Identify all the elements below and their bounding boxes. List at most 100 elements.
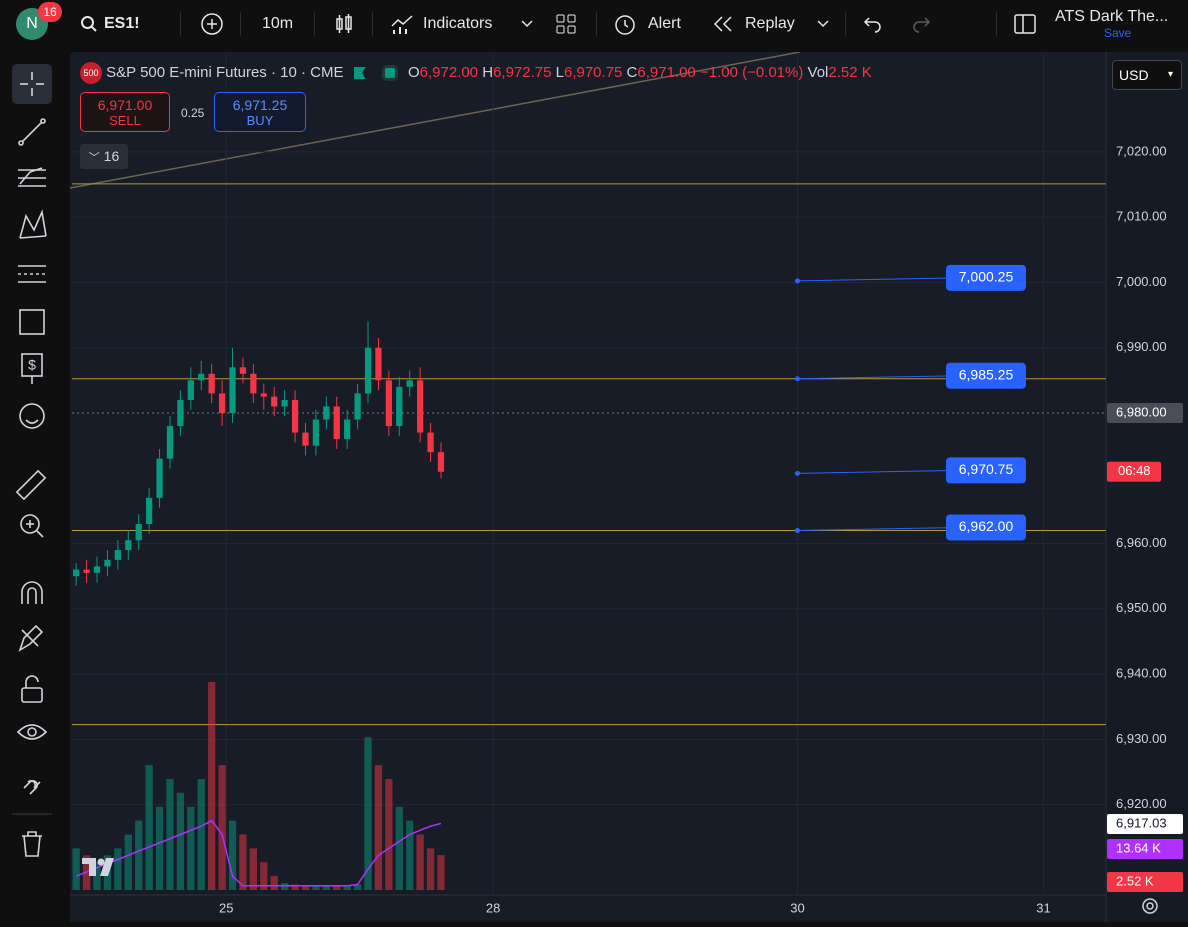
trend-line-drawing bbox=[70, 52, 801, 189]
volume-ma-label: 13.64 K bbox=[1116, 840, 1161, 855]
candle-body bbox=[114, 550, 121, 560]
symbol[interactable]: ES1! bbox=[104, 15, 140, 32]
interval[interactable]: 10m bbox=[262, 15, 294, 32]
candle-body bbox=[177, 399, 184, 427]
indicators-toggle[interactable]: ﹀ 16 bbox=[80, 144, 128, 169]
open-label: O bbox=[408, 63, 420, 81]
save-button[interactable]: Save bbox=[1104, 26, 1132, 40]
volume-value: 2.52 K bbox=[828, 63, 872, 81]
volume-bar bbox=[166, 779, 174, 890]
chart-type[interactable] bbox=[332, 12, 356, 36]
redo[interactable] bbox=[910, 14, 932, 34]
target-line bbox=[797, 469, 961, 474]
candle-body bbox=[146, 497, 153, 524]
legend: 500 S&P 500 E-mini Futures · 10 · CME O6… bbox=[80, 62, 872, 84]
volume-label-bg bbox=[1107, 872, 1183, 892]
candle-body bbox=[323, 406, 330, 420]
magnet-tool[interactable] bbox=[21, 581, 43, 604]
badge: 16 bbox=[38, 2, 62, 22]
spread: 0.25 bbox=[181, 106, 205, 120]
indicators-count: 16 bbox=[103, 148, 120, 164]
flag bbox=[353, 67, 366, 79]
candle-body bbox=[406, 380, 413, 387]
trend-line-tool[interactable] bbox=[18, 118, 46, 146]
countdown-bg bbox=[1107, 461, 1161, 482]
candle-body bbox=[208, 373, 215, 394]
pattern-tool[interactable] bbox=[19, 209, 47, 239]
add-symbol[interactable] bbox=[200, 12, 224, 36]
lock-tool[interactable] bbox=[21, 675, 43, 703]
volume-bar bbox=[187, 806, 195, 890]
candle-body bbox=[437, 452, 445, 472]
target-box bbox=[946, 264, 1026, 291]
marker-label: 6,917.03 bbox=[1116, 815, 1167, 830]
replay-icon[interactable] bbox=[712, 14, 734, 34]
lock-drawing-tool[interactable] bbox=[18, 624, 44, 652]
open-value: 6,972.00 bbox=[419, 63, 479, 81]
volume-bar bbox=[353, 884, 362, 890]
search-icon[interactable] bbox=[80, 15, 98, 33]
volume-bar bbox=[364, 737, 372, 890]
shape-tool[interactable] bbox=[19, 309, 45, 335]
undo[interactable] bbox=[862, 14, 884, 34]
visibility-tool[interactable] bbox=[16, 724, 48, 740]
grid bbox=[72, 54, 1106, 895]
chart-panel: 6,920.00 6,930.00 6,940.00 6,950.00 6,960.00… bbox=[70, 52, 1188, 922]
sell-button[interactable]: 6,971.00 SELL bbox=[80, 92, 170, 132]
candle-body bbox=[281, 399, 288, 407]
settings-icon[interactable] bbox=[1140, 896, 1160, 916]
buy-button[interactable]: 6,971.25 BUY bbox=[214, 92, 306, 132]
volume-bar bbox=[312, 885, 320, 890]
candle-body bbox=[271, 396, 278, 407]
candle-body bbox=[417, 380, 424, 433]
alert-button[interactable]: Alert bbox=[648, 15, 681, 32]
dropdown-arrow[interactable] bbox=[816, 18, 830, 30]
plot-background bbox=[70, 52, 1106, 922]
y-tick-label: 6,930.00 bbox=[1116, 731, 1167, 746]
crosshair-label: 6,980.00 bbox=[1116, 404, 1167, 419]
zoom-tool[interactable] bbox=[20, 514, 44, 538]
currency-select[interactable]: USD ▾ bbox=[1112, 60, 1182, 90]
measure-price-tool[interactable]: $ bbox=[21, 353, 43, 384]
dropdown-arrow[interactable] bbox=[520, 18, 534, 30]
volume-bar bbox=[218, 765, 226, 890]
layouts-icon[interactable] bbox=[554, 12, 578, 36]
volume-bar bbox=[260, 862, 268, 890]
target-anchor bbox=[794, 376, 800, 382]
target-box bbox=[946, 514, 1026, 541]
candle-body bbox=[239, 367, 247, 374]
y-tick-label: 6,960.00 bbox=[1116, 535, 1167, 550]
sell-price: 6,971.00 bbox=[97, 97, 153, 113]
replay-button[interactable]: Replay bbox=[745, 15, 795, 32]
candle-body bbox=[166, 426, 174, 459]
alert-icon[interactable] bbox=[612, 11, 638, 37]
volume-ma-line bbox=[75, 819, 442, 887]
volume-bar bbox=[385, 779, 393, 890]
layout-toggle[interactable] bbox=[1013, 12, 1037, 36]
separator bbox=[596, 12, 597, 36]
indicators-icon[interactable] bbox=[390, 12, 414, 36]
candle-body bbox=[385, 380, 392, 427]
trash-tool[interactable] bbox=[22, 831, 42, 857]
candle-body bbox=[260, 393, 267, 397]
series-title[interactable]: S&P 500 E-mini Futures · 10 · CME bbox=[106, 63, 344, 81]
cursor-tool-bg[interactable] bbox=[12, 64, 52, 104]
target-anchor bbox=[794, 278, 800, 284]
volume-bar bbox=[114, 848, 122, 890]
y-tick-label: 6,990.00 bbox=[1116, 339, 1167, 354]
indicators-button[interactable]: Indicators bbox=[423, 15, 493, 32]
target-line bbox=[797, 277, 961, 282]
dropdown-arrow: ▾ bbox=[1167, 69, 1173, 80]
forecast-tool[interactable] bbox=[18, 265, 46, 283]
ruler-tool[interactable] bbox=[15, 469, 47, 501]
separator bbox=[996, 12, 997, 36]
crosshair-label-bg bbox=[1107, 402, 1183, 423]
volume-bar bbox=[93, 862, 101, 890]
cursor-tool[interactable] bbox=[20, 72, 44, 96]
remove-tool[interactable] bbox=[23, 779, 41, 795]
layout-name[interactable]: ATS Dark The... bbox=[1055, 8, 1169, 25]
emoji-tool[interactable] bbox=[19, 403, 45, 429]
fib-tool[interactable] bbox=[18, 167, 46, 187]
volume-bar bbox=[72, 848, 80, 890]
candle-body bbox=[187, 380, 194, 400]
